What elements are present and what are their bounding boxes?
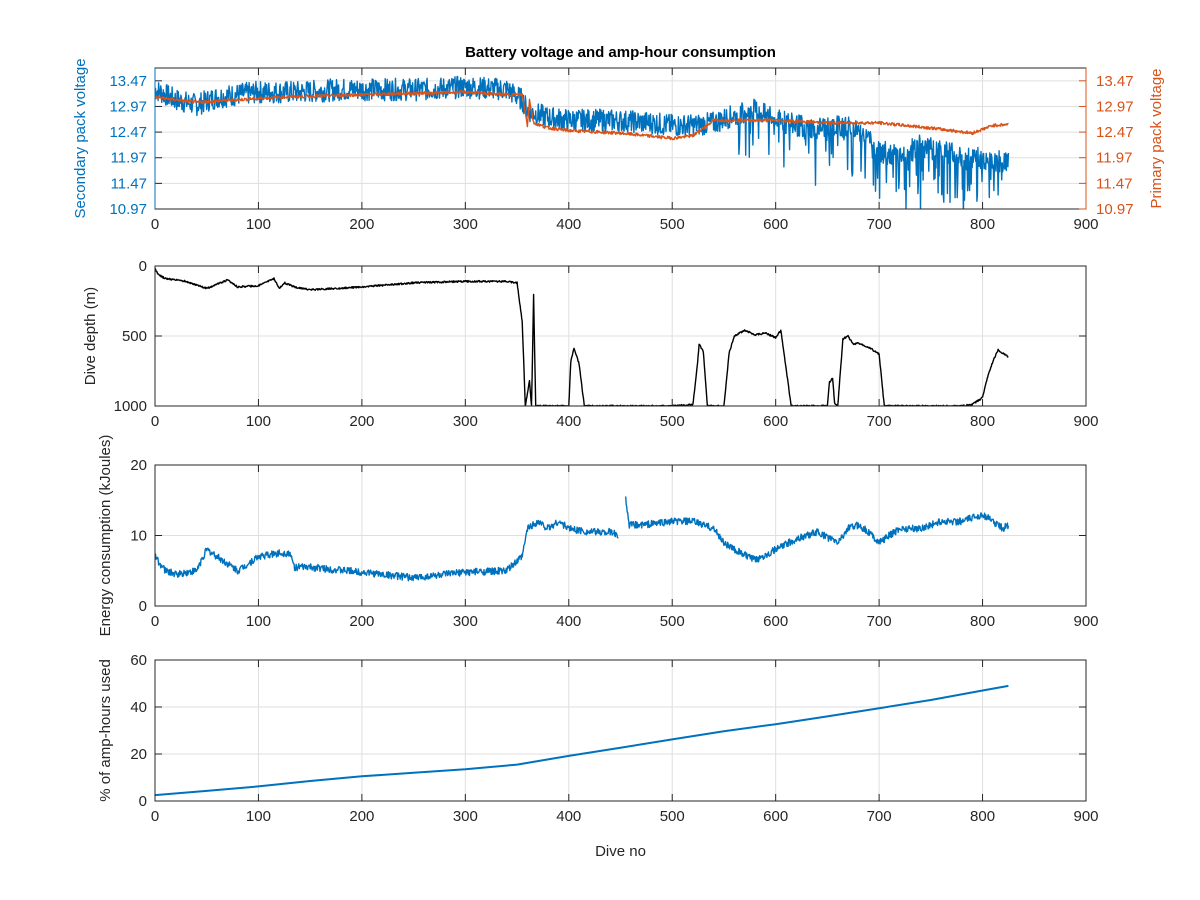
y-tick-label-10-97: 10.97 bbox=[109, 201, 147, 218]
x-tick-label-300: 300 bbox=[453, 216, 478, 233]
y-tick-label-0: 0 bbox=[139, 793, 147, 810]
y-tick-label-right-10-97: 10.97 bbox=[1096, 201, 1134, 218]
x-tick-label-300: 300 bbox=[453, 613, 478, 630]
y-tick-label-0: 0 bbox=[139, 258, 147, 275]
x-tick-label-100: 100 bbox=[246, 413, 271, 430]
y-tick-label-10: 10 bbox=[130, 528, 147, 545]
y-axis-label: Secondary pack voltage bbox=[72, 58, 89, 218]
y-tick-label-right-11-47: 11.47 bbox=[1096, 175, 1132, 192]
x-tick-label-200: 200 bbox=[349, 613, 374, 630]
x-axis-label: Dive no bbox=[595, 843, 646, 860]
x-tick-label-800: 800 bbox=[970, 613, 995, 630]
y-tick-label-right-11-97: 11.97 bbox=[1096, 150, 1132, 167]
x-tick-label-100: 100 bbox=[246, 216, 271, 233]
x-tick-label-500: 500 bbox=[660, 216, 685, 233]
x-tick-label-200: 200 bbox=[349, 413, 374, 430]
x-tick-label-700: 700 bbox=[867, 216, 892, 233]
x-tick-label-900: 900 bbox=[1073, 613, 1098, 630]
plot-area bbox=[155, 660, 1086, 801]
x-tick-label-800: 800 bbox=[970, 413, 995, 430]
x-tick-label-300: 300 bbox=[453, 808, 478, 825]
x-tick-label-400: 400 bbox=[556, 413, 581, 430]
x-tick-label-900: 900 bbox=[1073, 216, 1098, 233]
x-tick-label-400: 400 bbox=[556, 613, 581, 630]
subplot-3: 0 100 200 300 400 500 600 700 800 900 0 10 20 Energy … bbox=[97, 435, 1099, 637]
x-tick-label-0: 0 bbox=[151, 413, 159, 430]
y-tick-label-right-12-97: 12.97 bbox=[1096, 98, 1134, 115]
x-tick-label-600: 600 bbox=[763, 413, 788, 430]
y-tick-label-20: 20 bbox=[130, 746, 147, 763]
y-tick-label-500: 500 bbox=[122, 328, 147, 345]
y-tick-label-right-12-47: 12.47 bbox=[1096, 124, 1134, 141]
x-tick-label-500: 500 bbox=[660, 613, 685, 630]
y-tick-label-11-97: 11.97 bbox=[111, 150, 147, 167]
x-tick-label-700: 700 bbox=[867, 808, 892, 825]
subplot-2: 0 100 200 300 400 500 600 700 800 900 0 500 1000 Dive… bbox=[82, 258, 1099, 430]
x-tick-label-300: 300 bbox=[453, 413, 478, 430]
subplot-4: 0 100 200 300 400 500 600 700 800 900 0 20 40 60 % of … bbox=[97, 652, 1099, 860]
x-tick-label-700: 700 bbox=[867, 413, 892, 430]
x-tick-label-400: 400 bbox=[556, 216, 581, 233]
x-tick-label-800: 800 bbox=[970, 808, 995, 825]
series-line-2 bbox=[625, 496, 1010, 563]
x-tick-label-800: 800 bbox=[970, 216, 995, 233]
y-axis-label-right: Primary pack voltage bbox=[1148, 68, 1165, 208]
axes-box bbox=[154, 659, 1087, 802]
x-tick-label-900: 900 bbox=[1073, 808, 1098, 825]
plots: 0 100 200 300 400 500 600 700 800 90010.9711.4711… bbox=[72, 58, 1165, 860]
x-tick-label-200: 200 bbox=[349, 216, 374, 233]
x-tick-label-500: 500 bbox=[660, 413, 685, 430]
y-tick-label-0: 0 bbox=[139, 598, 147, 615]
x-tick-label-100: 100 bbox=[246, 613, 271, 630]
y-tick-label-12-47: 12.47 bbox=[109, 124, 147, 141]
x-tick-label-900: 900 bbox=[1073, 413, 1098, 430]
x-tick-label-0: 0 bbox=[151, 613, 159, 630]
y-axis-label: % of amp-hours used bbox=[97, 659, 114, 802]
series-line-1 bbox=[155, 267, 1009, 406]
x-tick-label-500: 500 bbox=[660, 808, 685, 825]
x-tick-label-600: 600 bbox=[763, 216, 788, 233]
x-tick-label-600: 600 bbox=[763, 613, 788, 630]
y-tick-label-40: 40 bbox=[130, 699, 147, 716]
series-line-1 bbox=[155, 75, 1010, 209]
y-axis-label: Dive depth (m) bbox=[82, 287, 99, 385]
series-line-2 bbox=[155, 89, 1009, 141]
y-tick-label-60: 60 bbox=[130, 652, 147, 669]
subplot-1: 0 100 200 300 400 500 600 700 800 90010.9711.4711… bbox=[72, 58, 1165, 233]
figure-title: Battery voltage and amp-hour consumption bbox=[465, 44, 776, 61]
x-tick-label-100: 100 bbox=[246, 808, 271, 825]
y-tick-label-1000: 1000 bbox=[114, 398, 147, 415]
y-axis-label: Energy consumption (kJoules) bbox=[97, 435, 114, 637]
x-tick-label-400: 400 bbox=[556, 808, 581, 825]
x-tick-label-0: 0 bbox=[151, 216, 159, 233]
y-tick-label-right-13-47: 13.47 bbox=[1096, 73, 1134, 90]
series-line-1 bbox=[155, 684, 1009, 797]
x-tick-label-200: 200 bbox=[349, 808, 374, 825]
y-tick-label-12-97: 12.97 bbox=[109, 98, 147, 115]
x-tick-label-600: 600 bbox=[763, 808, 788, 825]
y-tick-label-20: 20 bbox=[130, 457, 147, 474]
x-tick-label-700: 700 bbox=[867, 613, 892, 630]
x-tick-label-0: 0 bbox=[151, 808, 159, 825]
y-tick-label-13-47: 13.47 bbox=[109, 73, 147, 90]
series-line-1 bbox=[155, 519, 619, 582]
y-tick-label-11-47: 11.47 bbox=[111, 175, 147, 192]
